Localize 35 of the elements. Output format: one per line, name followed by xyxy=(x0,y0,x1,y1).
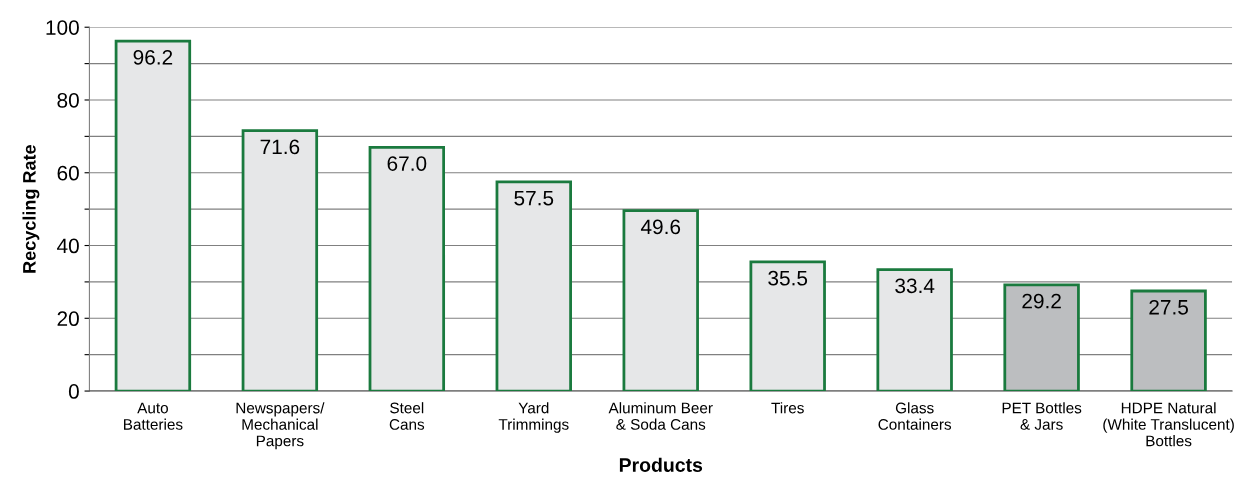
y-tick-label: 40 xyxy=(57,238,79,254)
y-tick-label: 60 xyxy=(57,165,79,181)
data-label: 49.6 xyxy=(640,219,681,235)
data-label: 71.6 xyxy=(260,139,300,155)
data-label: 57.5 xyxy=(514,190,554,206)
y-tick-label: 80 xyxy=(57,92,79,108)
x-tick-label: PET Bottles & Jars xyxy=(1002,402,1082,430)
bar xyxy=(876,268,953,392)
x-tick-label: Newspapers/ Mechanical Papers xyxy=(236,402,325,450)
data-label: 96.2 xyxy=(133,49,173,65)
y-tick-label: 100 xyxy=(46,20,79,35)
bar xyxy=(622,209,699,392)
data-label: 27.5 xyxy=(1149,299,1188,315)
x-tick-label: Auto Batteries xyxy=(124,402,183,430)
bar xyxy=(749,260,826,392)
x-tick-label: HDPE Natural (White Translucent) Bottles xyxy=(1103,402,1234,447)
bar xyxy=(114,39,192,392)
bar xyxy=(368,145,446,392)
data-label: 67.0 xyxy=(387,156,427,171)
bar xyxy=(241,129,319,392)
x-tick-label: Aluminum Beer & Soda Cans xyxy=(608,402,713,430)
data-label: 29.2 xyxy=(1022,293,1061,309)
y-tick-label: 0 xyxy=(68,384,79,399)
data-label: 33.4 xyxy=(895,278,935,294)
bar xyxy=(1130,289,1207,392)
y-tick-label: 20 xyxy=(57,311,79,327)
bar xyxy=(495,180,572,392)
x-tick-label: Tires xyxy=(771,402,804,414)
bar xyxy=(1003,283,1080,392)
x-axis-title: Products xyxy=(619,457,703,472)
data-label: 35.5 xyxy=(768,270,808,286)
y-axis-title: Recycling Rate xyxy=(22,145,40,273)
x-tick-label: Steel Cans xyxy=(389,402,425,430)
x-tick-label: Yard Trimmings xyxy=(498,402,569,433)
x-tick-label: Glass Containers xyxy=(878,402,952,430)
